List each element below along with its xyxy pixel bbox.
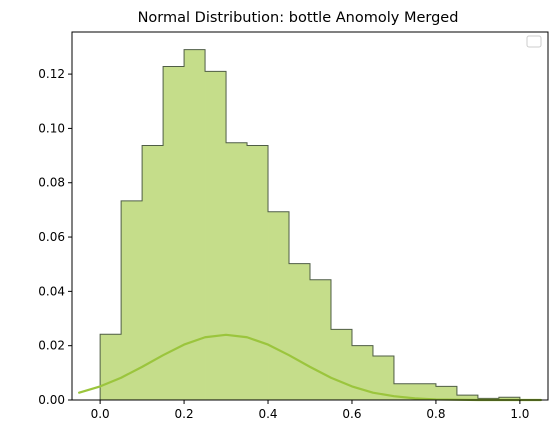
y-tick-label: 0.04 [38, 284, 65, 298]
histogram-bar [163, 66, 185, 401]
histogram-bar [498, 397, 521, 400]
normal-curve [78, 333, 542, 402]
y-tick-label: 0.02 [38, 339, 65, 353]
histogram-bar [351, 345, 374, 400]
chart-title: Normal Distribution: bottle Anomoly Merg… [138, 10, 459, 26]
x-tick-label: 0.2 [175, 407, 194, 421]
histogram-bar [372, 356, 395, 400]
histogram-bar [435, 386, 458, 400]
histogram-bar [184, 49, 206, 401]
legend-box [526, 35, 542, 48]
y-axis: 0.00 0.02 0.04 0.06 0.08 0.10 0.12 [38, 67, 72, 407]
histogram-bar [456, 395, 479, 400]
y-tick-label: 0.08 [38, 176, 65, 190]
histogram-bar [226, 142, 248, 400]
y-tick-label: 0.00 [38, 393, 65, 407]
histogram-bar [310, 279, 332, 400]
y-tick-label: 0.10 [38, 121, 65, 135]
histogram-bar [289, 263, 311, 400]
histogram-bar [247, 145, 269, 400]
histogram-bar [268, 211, 290, 400]
x-tick-label: 0.8 [426, 407, 445, 421]
histogram-bar [330, 329, 353, 400]
y-tick-label: 0.06 [38, 230, 65, 244]
histogram-bar [205, 71, 227, 400]
x-tick-label: 0.6 [342, 407, 361, 421]
histogram-outline [99, 49, 521, 400]
histogram-bar [100, 334, 122, 400]
plot-area [71, 31, 549, 402]
histogram-bar [414, 383, 437, 400]
histogram-bar [142, 145, 164, 400]
x-axis: 0.0 0.2 0.4 0.6 0.8 1.0 [91, 400, 529, 421]
x-tick-label: 1.0 [510, 407, 529, 421]
x-tick-label: 0.0 [91, 407, 110, 421]
histogram-bar [121, 200, 143, 400]
x-tick-label: 0.4 [258, 407, 277, 421]
y-tick-label: 0.12 [38, 67, 65, 81]
axes-frame [71, 31, 549, 401]
